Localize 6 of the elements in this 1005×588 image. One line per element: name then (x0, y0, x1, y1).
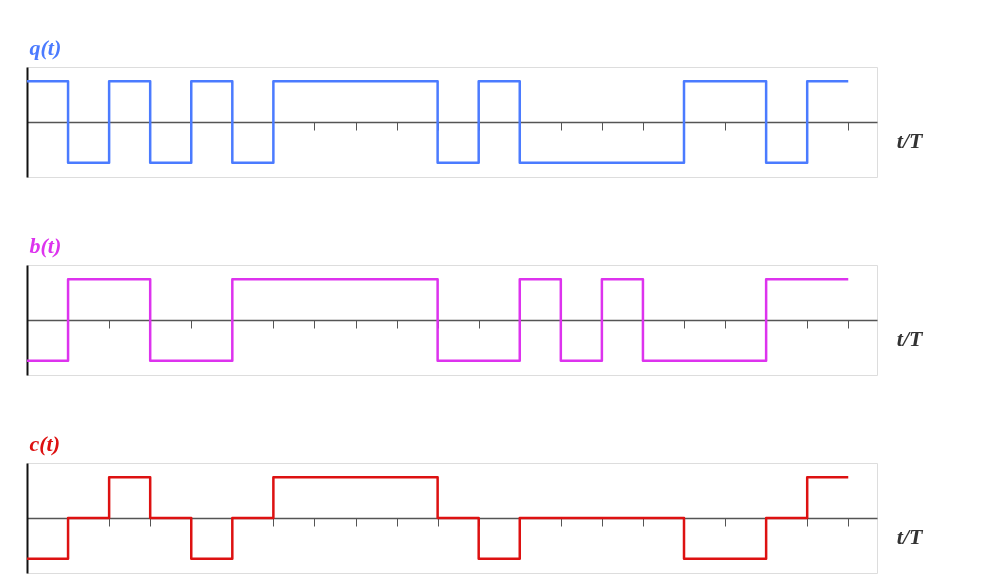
x-axis-title: t/T (896, 127, 925, 153)
x-axis-title: t/T (896, 523, 925, 549)
y-axis-title: c(t) (29, 430, 61, 456)
y-axis-title: b(t) (29, 232, 62, 258)
y-axis-title: q(t) (29, 34, 62, 60)
x-axis-title: t/T (896, 325, 925, 351)
